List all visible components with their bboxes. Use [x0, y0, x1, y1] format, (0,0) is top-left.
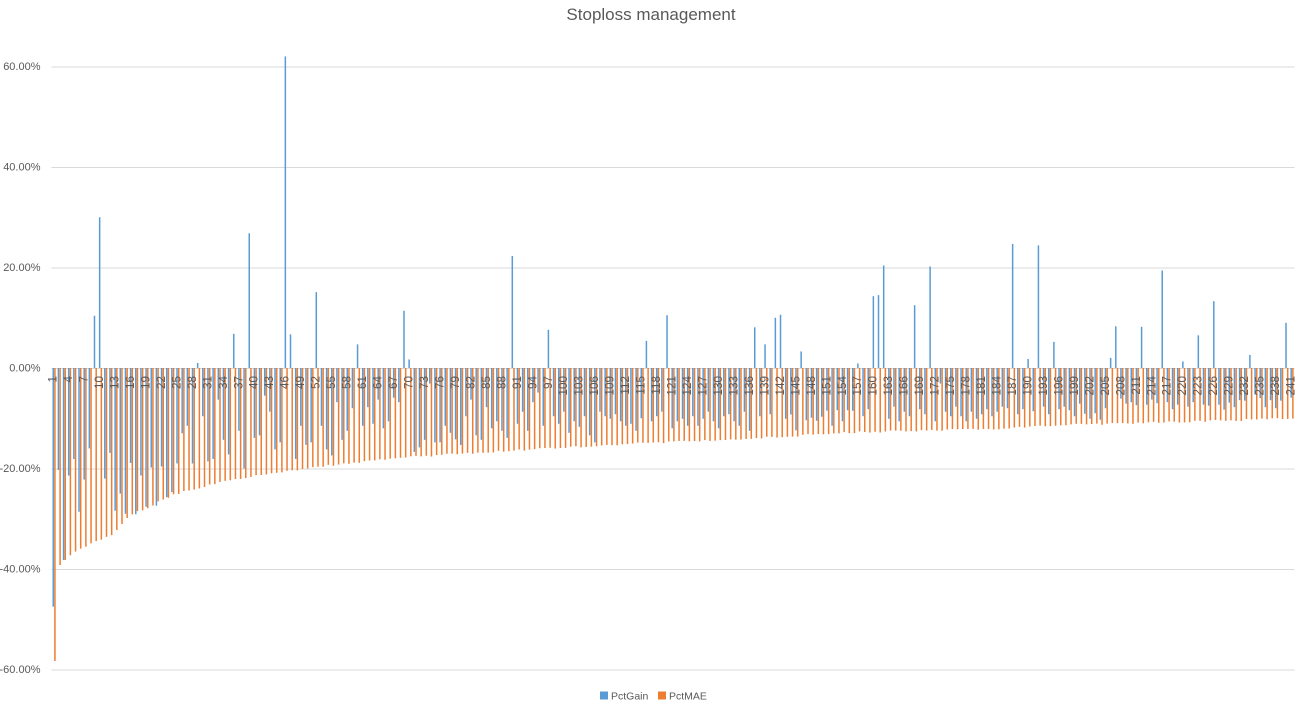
- svg-text:157: 157: [851, 376, 864, 396]
- svg-text:112: 112: [619, 376, 632, 395]
- svg-text:184: 184: [991, 376, 1004, 396]
- svg-text:148: 148: [805, 376, 818, 396]
- svg-text:211: 211: [1130, 376, 1143, 395]
- svg-text:163: 163: [882, 376, 895, 396]
- svg-text:196: 196: [1052, 376, 1065, 396]
- svg-text:1: 1: [47, 376, 60, 383]
- svg-text:208: 208: [1114, 376, 1127, 396]
- svg-text:7: 7: [78, 376, 91, 383]
- svg-text:58: 58: [341, 376, 354, 389]
- svg-text:106: 106: [588, 376, 601, 396]
- svg-text:151: 151: [820, 376, 833, 396]
- svg-text:235: 235: [1254, 376, 1267, 396]
- svg-text:PctMAE: PctMAE: [669, 691, 707, 703]
- svg-text:217: 217: [1161, 376, 1174, 396]
- svg-text:25: 25: [170, 376, 183, 390]
- svg-text:220: 220: [1176, 376, 1189, 396]
- svg-text:172: 172: [929, 376, 942, 396]
- svg-text:20.00%: 20.00%: [3, 262, 41, 274]
- svg-text:145: 145: [789, 376, 802, 396]
- svg-text:55: 55: [325, 376, 338, 390]
- svg-text:-60.00%: -60.00%: [0, 664, 41, 676]
- svg-text:136: 136: [743, 376, 756, 396]
- svg-text:142: 142: [774, 376, 787, 396]
- svg-text:94: 94: [526, 376, 539, 390]
- svg-text:178: 178: [960, 376, 973, 396]
- svg-text:187: 187: [1006, 376, 1019, 396]
- svg-text:193: 193: [1037, 376, 1050, 396]
- svg-text:166: 166: [898, 376, 911, 396]
- svg-text:223: 223: [1192, 376, 1205, 396]
- svg-text:60.00%: 60.00%: [3, 61, 41, 73]
- svg-text:202: 202: [1083, 376, 1096, 396]
- svg-text:61: 61: [356, 376, 369, 389]
- svg-text:82: 82: [464, 376, 477, 389]
- svg-text:139: 139: [758, 376, 771, 396]
- svg-text:214: 214: [1145, 376, 1158, 396]
- svg-text:100: 100: [557, 376, 570, 396]
- svg-text:199: 199: [1068, 376, 1081, 396]
- svg-text:22: 22: [155, 376, 168, 389]
- svg-text:85: 85: [480, 376, 493, 390]
- svg-text:91: 91: [511, 376, 524, 389]
- svg-text:Stoploss management: Stoploss management: [566, 5, 735, 24]
- svg-text:40: 40: [248, 376, 261, 390]
- svg-text:46: 46: [279, 376, 292, 389]
- svg-text:67: 67: [387, 376, 400, 389]
- svg-text:43: 43: [263, 376, 276, 389]
- svg-text:19: 19: [139, 376, 152, 389]
- svg-text:13: 13: [109, 376, 122, 389]
- svg-text:121: 121: [666, 376, 679, 396]
- svg-text:97: 97: [542, 376, 555, 389]
- svg-text:88: 88: [495, 376, 508, 389]
- svg-text:226: 226: [1207, 376, 1220, 396]
- svg-text:34: 34: [217, 376, 230, 390]
- svg-text:133: 133: [727, 376, 740, 396]
- svg-text:70: 70: [403, 376, 416, 390]
- svg-text:73: 73: [418, 376, 431, 389]
- svg-text:37: 37: [232, 376, 245, 389]
- svg-text:-20.00%: -20.00%: [0, 463, 41, 475]
- svg-text:109: 109: [604, 376, 617, 396]
- svg-text:115: 115: [635, 376, 648, 395]
- svg-text:64: 64: [372, 376, 385, 390]
- svg-text:190: 190: [1022, 376, 1035, 396]
- svg-text:205: 205: [1099, 376, 1112, 396]
- svg-text:-40.00%: -40.00%: [0, 564, 41, 576]
- svg-text:118: 118: [650, 376, 663, 395]
- svg-text:28: 28: [186, 376, 199, 389]
- svg-text:232: 232: [1238, 376, 1251, 396]
- svg-text:238: 238: [1269, 376, 1282, 396]
- svg-text:241: 241: [1285, 376, 1298, 396]
- svg-text:127: 127: [697, 376, 710, 396]
- svg-text:229: 229: [1223, 376, 1236, 396]
- svg-text:16: 16: [124, 376, 137, 389]
- svg-text:40.00%: 40.00%: [3, 162, 41, 174]
- svg-text:124: 124: [681, 376, 694, 396]
- svg-text:181: 181: [975, 376, 988, 396]
- svg-text:76: 76: [433, 376, 446, 389]
- svg-text:175: 175: [944, 376, 957, 396]
- svg-text:31: 31: [201, 376, 214, 389]
- svg-text:49: 49: [294, 376, 307, 389]
- svg-text:52: 52: [310, 376, 323, 389]
- svg-text:10: 10: [93, 376, 106, 390]
- svg-text:4: 4: [62, 376, 75, 383]
- svg-text:154: 154: [836, 376, 849, 396]
- svg-text:169: 169: [913, 376, 926, 396]
- svg-text:79: 79: [449, 376, 462, 389]
- svg-text:103: 103: [573, 376, 586, 396]
- svg-text:PctGain: PctGain: [611, 691, 649, 703]
- svg-text:0.00%: 0.00%: [9, 363, 40, 375]
- svg-text:160: 160: [867, 376, 880, 396]
- svg-text:130: 130: [712, 376, 725, 396]
